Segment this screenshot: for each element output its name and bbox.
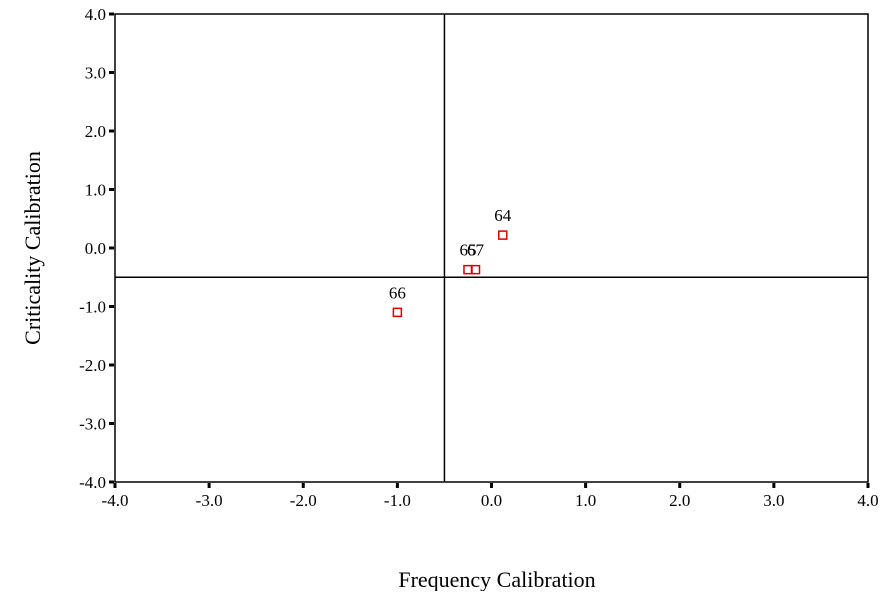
plot-frame [114,13,869,483]
data-point-marker [470,264,481,275]
x-tick-mark [678,483,682,488]
y-tick-label: 4.0 [85,5,106,24]
y-tick-mark [109,422,114,425]
x-tick-label: -3.0 [196,491,223,510]
y-axis-title: Criticality Calibration [20,151,45,345]
x-axis-title: Frequency Calibration [398,567,595,591]
data-point-label: 66 [389,283,406,302]
data-point-label: 65 [459,241,476,260]
y-tick-mark [109,12,114,16]
y-tick-label: 0.0 [85,239,106,258]
x-tick-label: 1.0 [575,491,596,510]
y-tick-mark [109,480,114,484]
y-tick-mark [109,246,114,250]
y-tick-label: -2.0 [79,356,106,375]
x-tick-mark [207,483,211,488]
x-tick-mark [772,483,776,488]
data-point-label: 67 [467,241,485,260]
y-tick-label: 2.0 [85,122,106,141]
x-tick-label: 2.0 [669,491,690,510]
x-tick-mark [490,483,493,488]
y-tick-mark [109,71,114,74]
x-tick-mark [301,483,305,488]
reference-lines [115,14,868,482]
y-tick-mark [109,129,114,133]
x-tick-mark [113,483,117,488]
x-axis-ticks: -4.0 -3.0 -2.0 -1.0 0.0 1.0 2.0 3.0 4.0 [102,483,879,510]
data-point-label: 64 [494,206,512,225]
y-tick-label: -4.0 [79,473,106,492]
x-tick-label: 4.0 [857,491,878,510]
y-tick-mark [109,363,114,367]
x-tick-label: -2.0 [290,491,317,510]
y-tick-mark [109,305,114,308]
y-tick-label: -1.0 [79,298,106,317]
data-point-marker [392,307,403,318]
y-tick-label: 1.0 [85,181,106,200]
x-tick-label: 0.0 [481,491,502,510]
y-tick-label: 3.0 [85,64,106,83]
data-point-marker [498,230,508,240]
x-tick-mark [395,483,399,488]
y-tick-label: -3.0 [79,415,106,434]
x-tick-mark [584,483,588,488]
x-tick-label: -1.0 [384,491,411,510]
y-axis-ticks: -4.0 -3.0 -2.0 -1.0 0.0 1.0 2.0 3.0 4.0 [79,5,114,492]
x-tick-mark [866,483,870,488]
y-tick-mark [109,188,114,191]
x-tick-label: 3.0 [763,491,784,510]
x-tick-label: -4.0 [102,491,129,510]
